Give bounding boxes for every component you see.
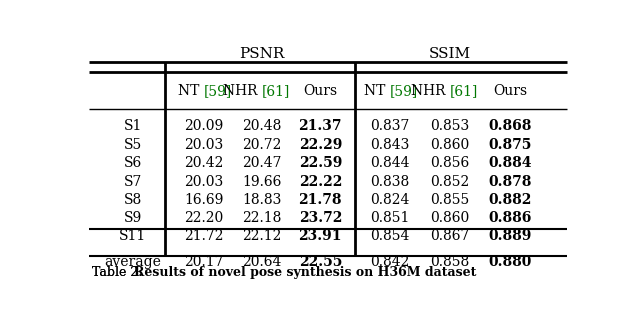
Text: 0.855: 0.855 [430, 193, 469, 207]
Text: 0.854: 0.854 [371, 229, 410, 243]
Text: Results of novel pose synthesis on H36M dataset: Results of novel pose synthesis on H36M … [134, 267, 476, 279]
Text: 0.844: 0.844 [371, 156, 410, 170]
Text: 0.878: 0.878 [488, 174, 532, 188]
Text: S6: S6 [124, 156, 142, 170]
Text: 21.37: 21.37 [298, 119, 342, 133]
Text: 22.55: 22.55 [299, 255, 342, 269]
Text: 0.824: 0.824 [371, 193, 410, 207]
Text: [61]: [61] [262, 84, 291, 98]
Text: S11: S11 [119, 229, 147, 243]
Text: 23.72: 23.72 [299, 211, 342, 225]
Text: NT: NT [179, 84, 204, 98]
Text: 20.72: 20.72 [243, 138, 282, 152]
Text: Table 2:: Table 2: [92, 267, 146, 279]
Text: [59]: [59] [204, 84, 232, 98]
Text: 0.853: 0.853 [430, 119, 469, 133]
Text: 0.838: 0.838 [371, 174, 410, 188]
Text: S5: S5 [124, 138, 142, 152]
Text: 22.12: 22.12 [243, 229, 282, 243]
Text: Ours: Ours [493, 84, 527, 98]
Text: Table 2:: Table 2: [92, 267, 146, 279]
Text: PSNR: PSNR [239, 47, 285, 61]
Text: 16.69: 16.69 [184, 193, 224, 207]
Text: 20.09: 20.09 [184, 119, 223, 133]
Text: Ours: Ours [303, 84, 337, 98]
Text: 22.20: 22.20 [184, 211, 223, 225]
Text: 0.880: 0.880 [488, 255, 532, 269]
Text: 0.886: 0.886 [488, 211, 532, 225]
Text: S7: S7 [124, 174, 142, 188]
Text: 0.852: 0.852 [430, 174, 469, 188]
Text: [59]: [59] [390, 84, 419, 98]
Text: 0.851: 0.851 [371, 211, 410, 225]
Text: 20.03: 20.03 [184, 138, 223, 152]
Text: 0.842: 0.842 [371, 255, 410, 269]
Text: 0.868: 0.868 [488, 119, 532, 133]
Text: 22.29: 22.29 [299, 138, 342, 152]
Text: 21.72: 21.72 [184, 229, 224, 243]
Text: 23.91: 23.91 [298, 229, 342, 243]
Text: 0.860: 0.860 [430, 211, 469, 225]
Text: 20.42: 20.42 [184, 156, 224, 170]
Text: 0.860: 0.860 [430, 138, 469, 152]
Text: 0.856: 0.856 [430, 156, 469, 170]
Text: 18.83: 18.83 [243, 193, 282, 207]
Text: 0.875: 0.875 [488, 138, 532, 152]
Text: NHR: NHR [223, 84, 262, 98]
Text: 20.03: 20.03 [184, 174, 223, 188]
Text: NHR: NHR [411, 84, 450, 98]
Text: 22.59: 22.59 [299, 156, 342, 170]
Text: 0.843: 0.843 [371, 138, 410, 152]
Text: 0.882: 0.882 [488, 193, 532, 207]
Text: 19.66: 19.66 [243, 174, 282, 188]
Text: 20.17: 20.17 [184, 255, 224, 269]
Text: 0.858: 0.858 [430, 255, 469, 269]
Text: [61]: [61] [450, 84, 478, 98]
Text: 0.884: 0.884 [488, 156, 532, 170]
Text: S8: S8 [124, 193, 142, 207]
Text: 22.18: 22.18 [243, 211, 282, 225]
Text: 0.889: 0.889 [488, 229, 532, 243]
Text: 0.867: 0.867 [430, 229, 469, 243]
Text: average: average [104, 255, 161, 269]
Text: 20.48: 20.48 [243, 119, 282, 133]
Text: NT: NT [364, 84, 390, 98]
Text: 20.47: 20.47 [243, 156, 282, 170]
Text: 20.64: 20.64 [243, 255, 282, 269]
Text: 21.78: 21.78 [298, 193, 342, 207]
Text: 22.22: 22.22 [299, 174, 342, 188]
Text: SSIM: SSIM [429, 47, 471, 61]
Text: S1: S1 [124, 119, 142, 133]
Text: 0.837: 0.837 [371, 119, 410, 133]
Text: S9: S9 [124, 211, 142, 225]
